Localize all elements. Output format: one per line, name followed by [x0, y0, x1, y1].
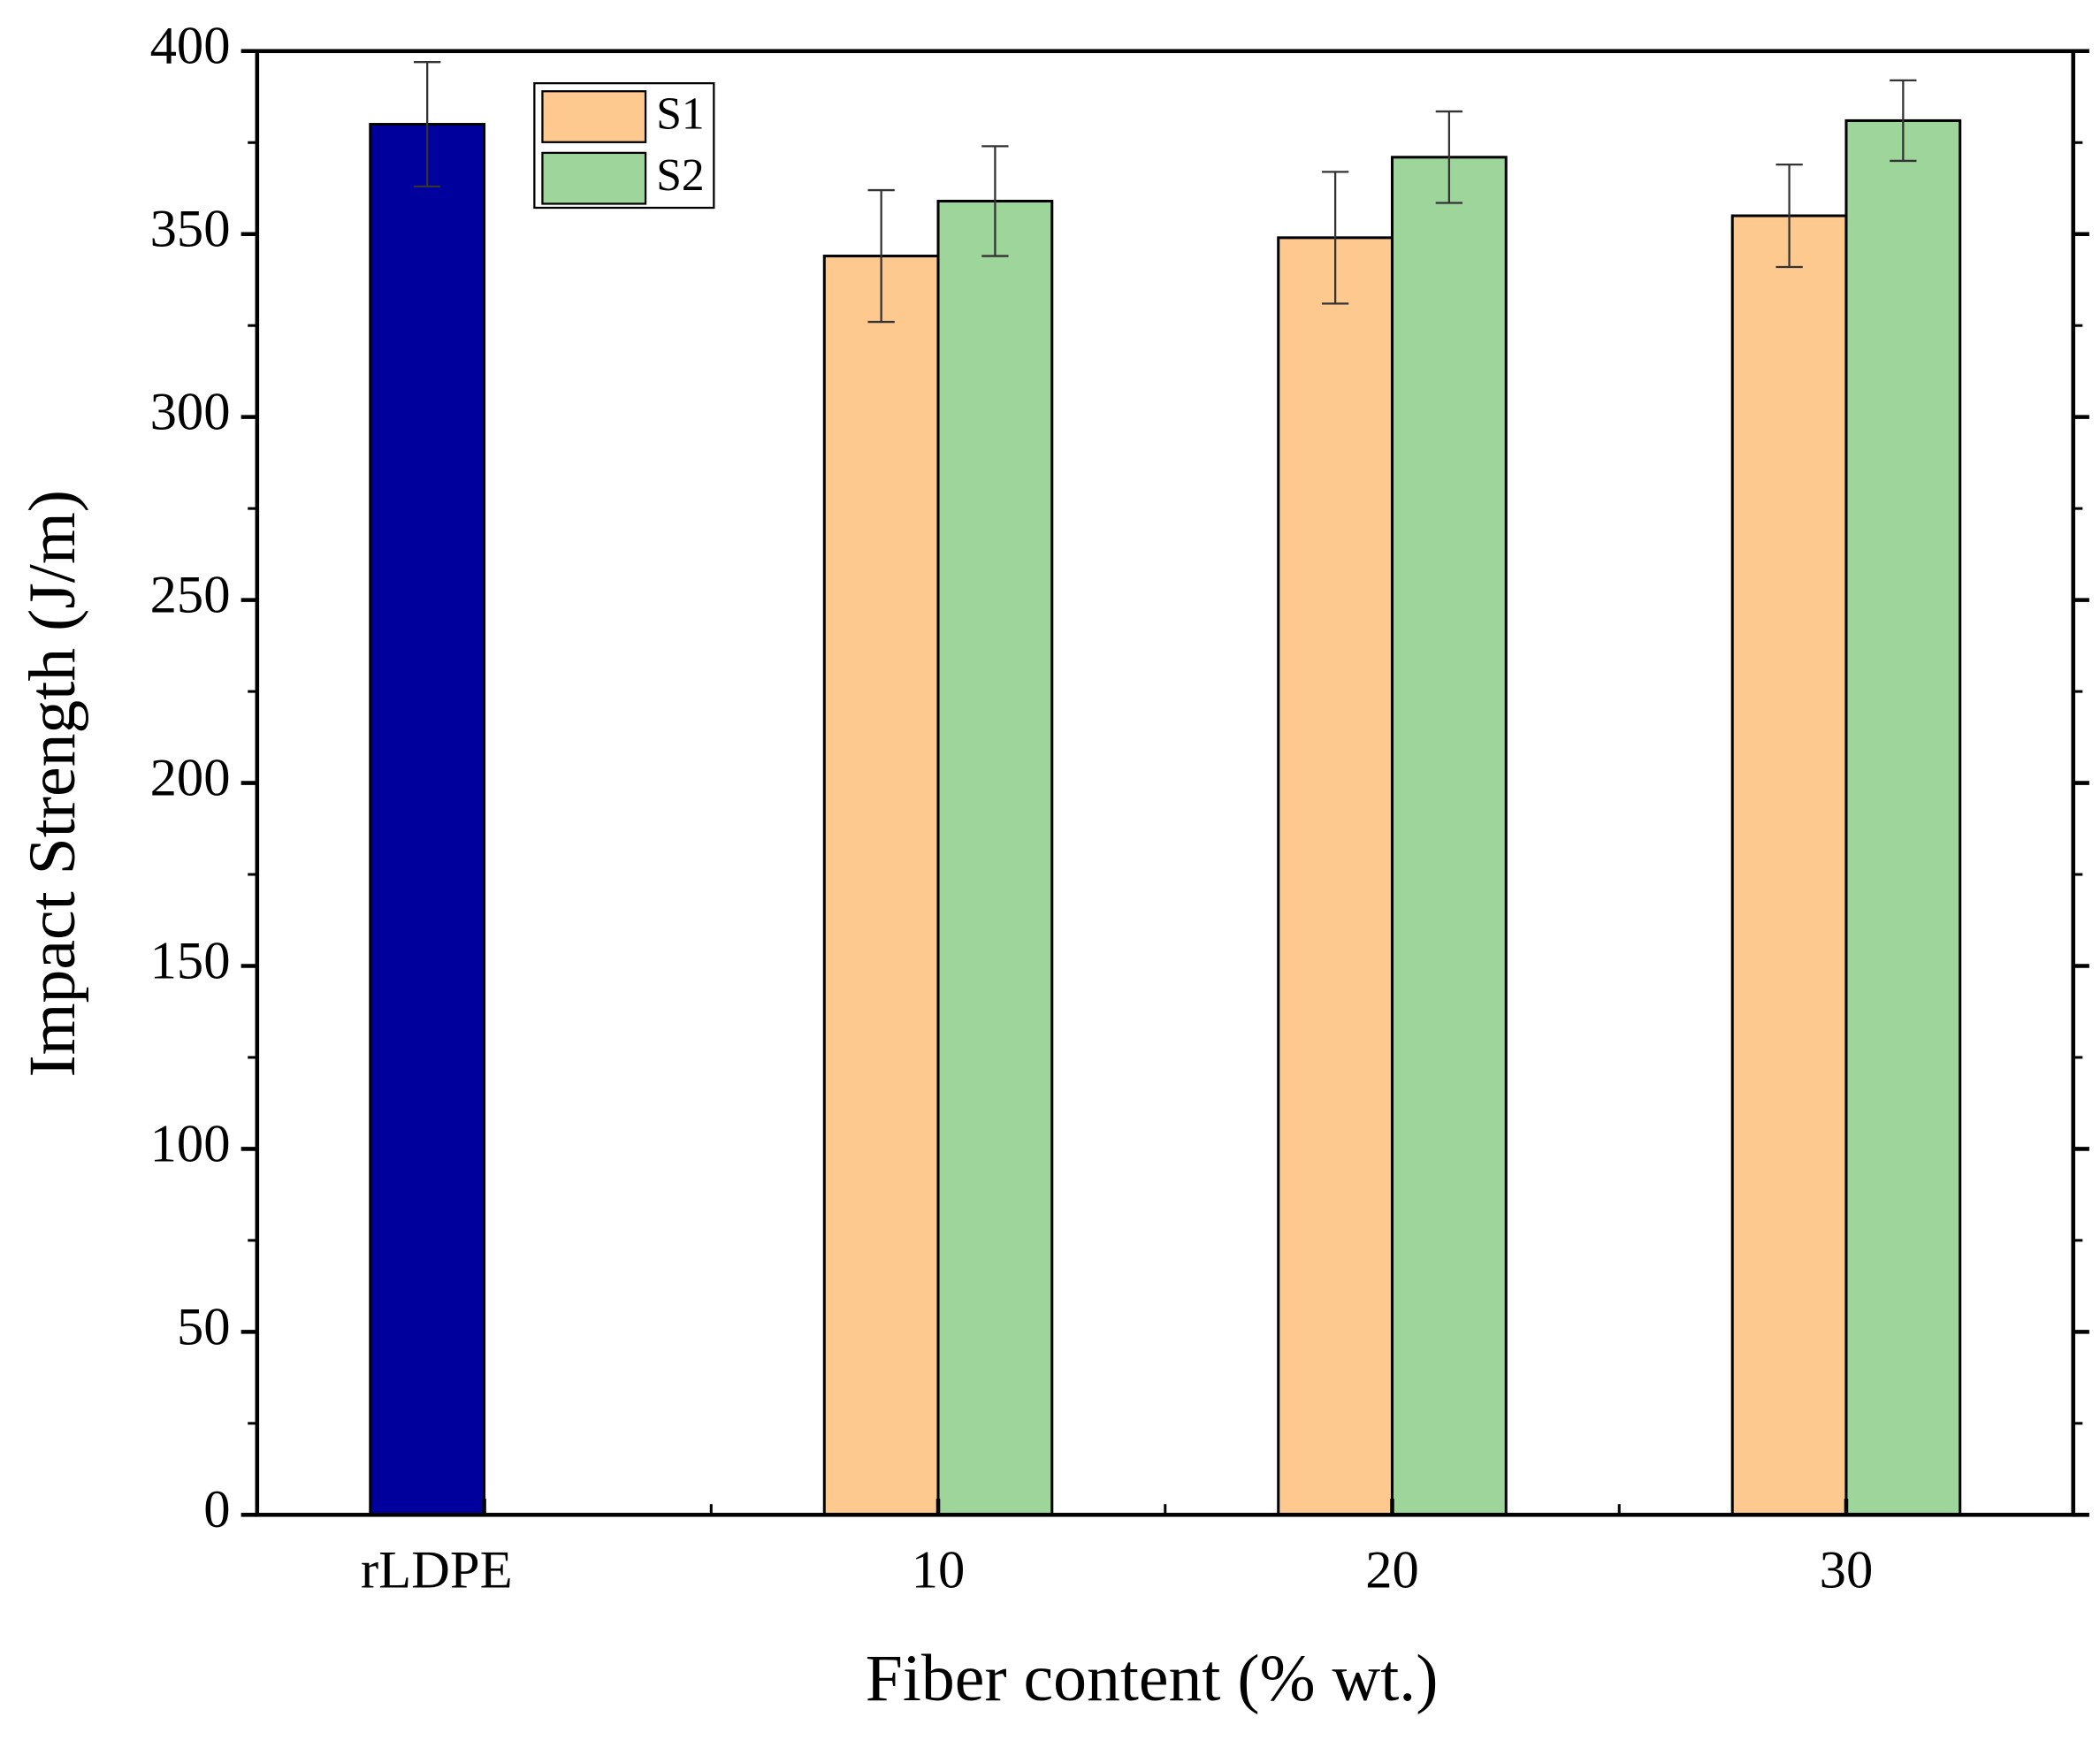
bar [1844, 118, 1962, 1516]
plot-frame [255, 49, 2075, 1517]
y-tick-label: 350 [150, 200, 231, 259]
legend-label: S1 [656, 88, 704, 139]
bar [822, 255, 940, 1516]
x-tick-label: rLDPE [361, 1540, 513, 1599]
y-tick-label: 150 [150, 931, 231, 990]
legend-swatch [541, 90, 647, 143]
y-tick-label: 100 [150, 1114, 231, 1173]
error-bar [981, 145, 1009, 257]
error-bar [1890, 79, 1917, 163]
bar [1390, 156, 1508, 1516]
y-tick-label: 300 [150, 383, 231, 442]
error-bar [1775, 163, 1803, 269]
bar [369, 123, 486, 1516]
y-tick-label: 200 [150, 748, 231, 807]
x-tick-label: 30 [1820, 1540, 1874, 1599]
bar [1730, 214, 1848, 1516]
bar [1277, 236, 1394, 1516]
error-bar [1435, 110, 1463, 204]
legend-swatch [541, 151, 647, 205]
legend-label: S2 [656, 150, 704, 201]
bar [936, 199, 1054, 1516]
x-axis-title: Fiber content (% wt.) [866, 1642, 1439, 1715]
y-tick-label: 50 [177, 1297, 231, 1356]
error-bar [867, 188, 895, 324]
x-tick-label: 10 [912, 1540, 966, 1599]
y-tick-label: 0 [203, 1480, 230, 1539]
error-bar [1321, 171, 1349, 305]
y-tick-label: 250 [150, 566, 231, 625]
y-tick-label: 400 [150, 17, 231, 76]
error-bar [414, 61, 441, 188]
y-axis-title: Impact Strength (J/m) [16, 490, 89, 1078]
x-tick-label: 20 [1365, 1540, 1419, 1599]
